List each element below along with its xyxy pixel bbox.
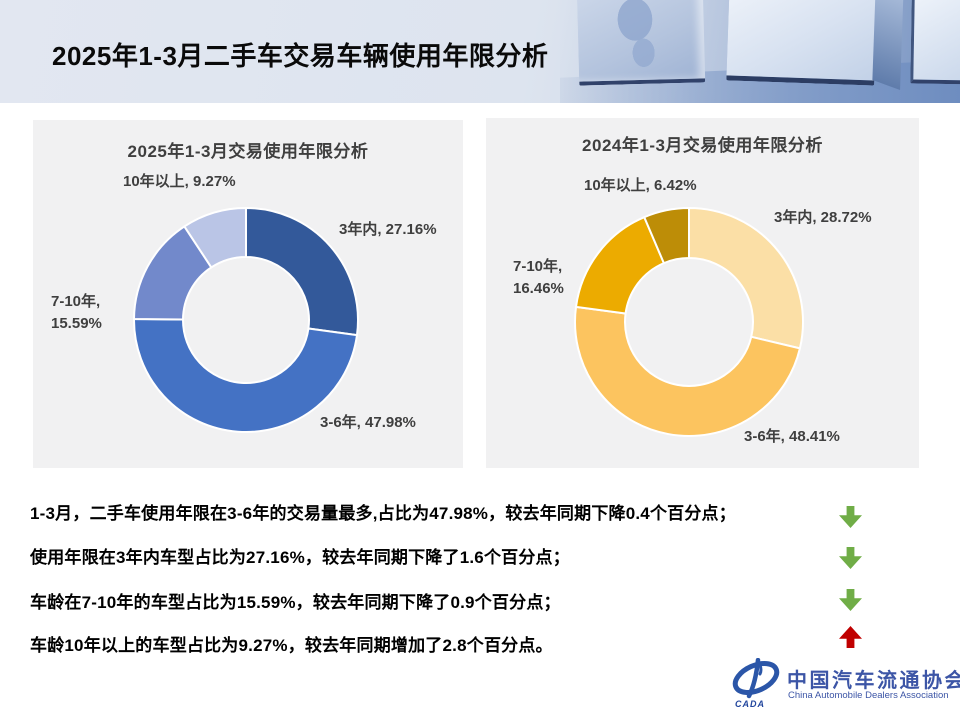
world-map-silhouette (610, 0, 665, 71)
donut-slice-10年以上 (643, 207, 690, 265)
slice-label-3to6: 3-6年, 48.41% (744, 428, 840, 445)
donut-slice-3年内 (688, 207, 804, 350)
donut-slice-3-6年 (132, 318, 358, 433)
donut-slice-10年以上 (183, 207, 247, 269)
trend-up-arrow-icon (839, 626, 862, 648)
header-art-cubes-image (560, 0, 960, 103)
cube-image-center (726, 0, 878, 86)
summary-line-1: 1-3月，二手车使用年限在3-6年的交易量最多,占比为47.98%，较去年同期下… (30, 504, 736, 523)
donut-chart-2025 (132, 207, 359, 433)
chart-title-2024: 2024年1-3月交易使用年限分析 (582, 136, 823, 155)
donut-slice-3年内 (245, 207, 359, 337)
summary-line-2: 使用年限在3年内车型占比为27.16%，较去年同期下降了1.6个百分点； (30, 548, 570, 567)
header-banner: 2025年1-3月二手车交易车辆使用年限分析 (0, 0, 960, 103)
cada-logo-icon (732, 658, 780, 699)
slice-label-7to10-line1: 7-10年, (51, 293, 101, 310)
chart-panel-2024: 2024年1-3月交易使用年限分析 10年以上, 6.42% 3年内, 28.7… (486, 118, 919, 468)
summary-line-4: 车龄10年以上的车型占比为9.27%，较去年同期增加了2.8个百分点。 (30, 636, 553, 655)
summary-line-3: 车龄在7-10年的车型占比为15.59%，较去年同期下降了0.9个百分点； (30, 593, 561, 612)
trend-down-arrow-icon (839, 589, 862, 611)
slice-label-within3: 3年内, 27.16% (339, 221, 437, 238)
logo-name-chinese: 中国汽车流通协会 (787, 670, 960, 692)
slice-label-over10: 10年以上, 9.27% (123, 173, 236, 190)
trend-down-arrow-icon (839, 506, 862, 528)
trend-down-arrow-icon (839, 547, 862, 569)
slice-label-7to10-line2: 16.46% (513, 280, 564, 297)
slice-label-within3: 3年内, 28.72% (774, 209, 872, 226)
donut-chart-2024 (574, 207, 804, 437)
page-title: 2025年1-3月二手车交易车辆使用年限分析 (52, 41, 549, 71)
slice-label-7to10-line2: 15.59% (51, 315, 102, 332)
slice-label-over10: 10年以上, 6.42% (584, 177, 697, 194)
chart-panel-2025: 2025年1-3月交易使用年限分析 10年以上, 9.27% 3年内, 27.1… (33, 120, 463, 468)
chart-title-2025: 2025年1-3月交易使用年限分析 (127, 142, 369, 161)
donut-slice-3-6年 (574, 305, 801, 437)
slice-label-3to6: 3-6年, 47.98% (320, 414, 416, 431)
cube-image-right (910, 0, 960, 85)
cube-image-left (576, 0, 706, 86)
logo-name-english: China Automobile Dealers Association (788, 690, 949, 701)
cada-logo: CADA 中国汽车流通协会 China Automobile Dealers A… (731, 658, 960, 714)
cada-badge-text: CADA (735, 699, 765, 709)
slice-label-7to10-line1: 7-10年, (513, 258, 563, 275)
